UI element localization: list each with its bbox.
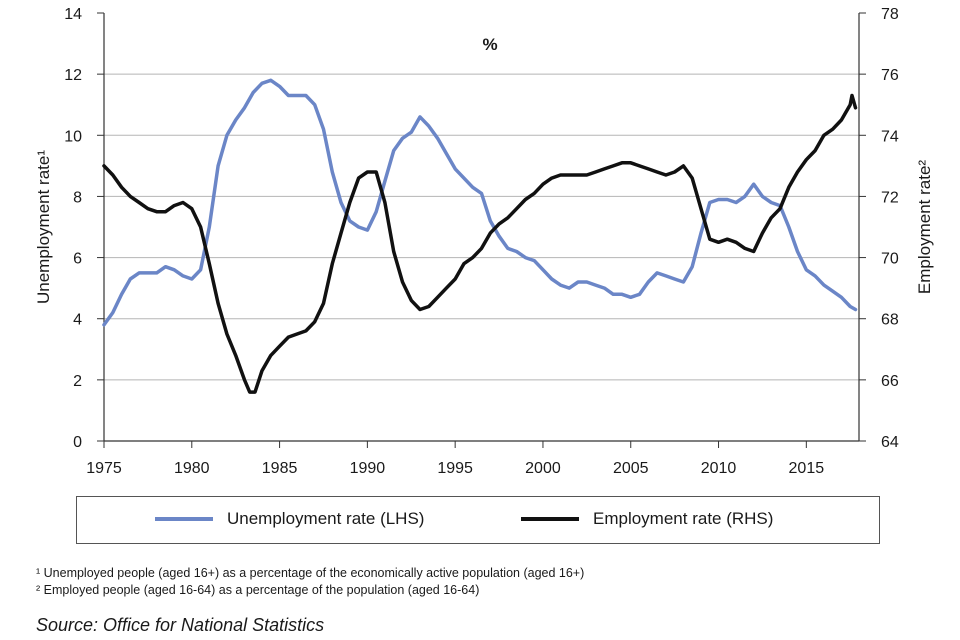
footnote-2: ² Employed people (aged 16-64) as a perc… [36, 583, 480, 597]
right-tick-label: 68 [881, 312, 899, 329]
legend-swatch-employment [521, 517, 579, 521]
y-axis-right-label: Employment rate² [915, 160, 934, 294]
source-note: Source: Office for National Statistics [36, 615, 325, 635]
y-axis-left-label: Unemployment rate¹ [34, 150, 53, 304]
x-axis-ticks: 1975 1980 1985 1990 1995 2000 2005 2010 2015 [86, 441, 824, 477]
gridlines [104, 73, 859, 381]
right-tick-label: 70 [881, 251, 899, 268]
legend-item-unemployment: Unemployment rate (LHS) [155, 509, 424, 529]
right-tick-label: 74 [881, 128, 899, 145]
right-axis-ticks: 64 66 68 70 72 74 76 78 [859, 6, 899, 451]
left-tick-label: 8 [73, 189, 82, 206]
right-tick-label: 66 [881, 373, 899, 390]
chart-title: % [482, 35, 497, 54]
x-tick-label: 1980 [174, 460, 210, 477]
left-tick-label: 0 [73, 434, 82, 451]
legend-label-employment: Employment rate (RHS) [593, 509, 774, 528]
plot-frame [103, 13, 860, 442]
x-tick-label: 2005 [613, 460, 649, 477]
x-tick-label: 1995 [437, 460, 473, 477]
left-tick-label: 2 [73, 373, 82, 390]
legend-swatch-unemployment [155, 517, 213, 521]
series-lines [102, 78, 858, 394]
left-axis-ticks: 0 2 4 6 8 10 12 14 [64, 6, 104, 451]
right-tick-label: 76 [881, 67, 899, 84]
left-tick-label: 10 [64, 128, 82, 145]
x-tick-label: 2010 [701, 460, 737, 477]
left-tick-label: 6 [73, 251, 82, 268]
x-tick-label: 1975 [86, 460, 122, 477]
chart-legend: Unemployment rate (LHS) Employment rate … [76, 496, 880, 544]
x-tick-label: 2000 [525, 460, 561, 477]
right-tick-label: 78 [881, 6, 899, 23]
left-tick-label: 14 [64, 6, 82, 23]
employment-line [102, 93, 858, 394]
right-tick-label: 64 [881, 434, 899, 451]
legend-item-employment: Employment rate (RHS) [521, 509, 773, 529]
legend-label-unemployment: Unemployment rate (LHS) [227, 509, 425, 528]
unemployment-line [102, 78, 858, 327]
right-tick-label: 72 [881, 189, 899, 206]
footnote-1: ¹ Unemployed people (aged 16+) as a perc… [36, 566, 585, 580]
x-tick-label: 1990 [350, 460, 386, 477]
left-tick-label: 12 [64, 67, 82, 84]
left-tick-label: 4 [73, 312, 82, 329]
x-tick-label: 1985 [262, 460, 298, 477]
x-tick-label: 2015 [789, 460, 825, 477]
